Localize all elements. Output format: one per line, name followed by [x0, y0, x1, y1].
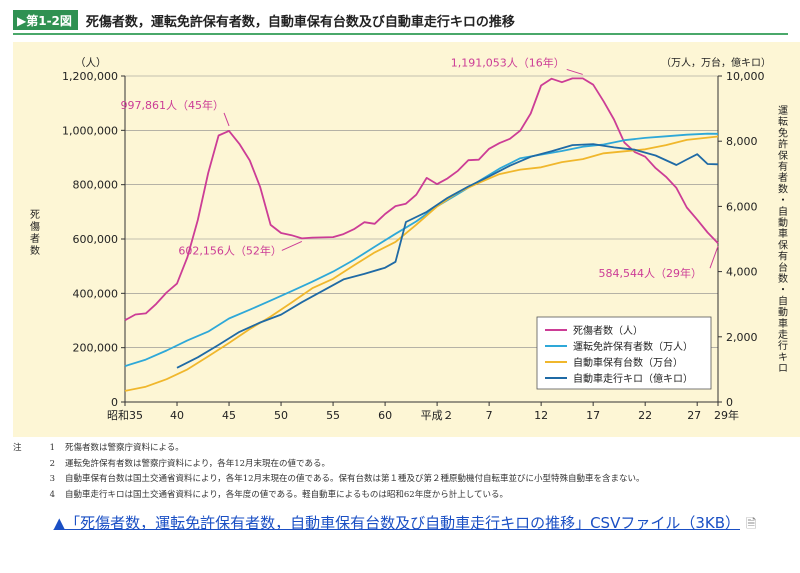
y-tick-label-left: 600,000 — [73, 233, 119, 246]
annotation-leader — [709, 246, 719, 269]
notes-label: 注 — [13, 443, 22, 453]
note-number: 3 — [49, 474, 55, 484]
legend-label: 自動車保有台数（万台） — [573, 356, 683, 369]
note-item: 2 運転免許保有者数は警察庁資料により，各年12月末現在の値である。 — [13, 457, 800, 473]
legend-label: 運転免許保有者数（万人） — [573, 340, 693, 353]
series-line — [124, 77, 719, 321]
y-tick-label-left: 0 — [111, 396, 118, 409]
csv-link-text[interactable]: ▲「死傷者数，運転免許保有者数，自動車保有台数及び自動車走行キロの推移」CSVフ… — [53, 514, 740, 532]
note-number: 2 — [49, 458, 55, 469]
note-text: 自動車走行キロは国土交通省資料により，各年度の値である。軽自動車によるものは昭和… — [65, 489, 508, 500]
x-tick-label: 22 — [638, 409, 652, 422]
x-tick-label: 29年 — [714, 408, 739, 422]
figure-title: 死傷者数，運転免許保有者数，自動車保有台数及び自動車走行キロの推移 — [85, 14, 515, 30]
x-tick-label: 昭和35 — [107, 409, 143, 422]
y-tick-label-left: 1,200,000 — [62, 70, 118, 83]
x-tick-label: 45 — [222, 409, 236, 422]
y-tick-label-left: 200,000 — [73, 342, 119, 355]
y-tick-label-left: 400,000 — [73, 287, 119, 300]
y-axis-title-left: 死傷者数 — [30, 210, 40, 257]
note-item: 4 自動車走行キロは国土交通省資料により，各年度の値である。軽自動車によるものは… — [13, 488, 800, 504]
y-tick-label-right: 6,000 — [726, 200, 758, 213]
note-item: 3 自動車保有台数は国土交通省資料により，各年12月末現在の値である。保有台数は… — [13, 472, 800, 488]
legend-label: 自動車走行キロ（億キロ） — [573, 372, 693, 385]
document-icon: 🗎 — [746, 517, 757, 532]
chart-area: 0 200,000 400,000 600,000 800,000 1,000,000 1,… — [13, 42, 800, 437]
csv-download-link[interactable]: ▲「死傷者数，運転免許保有者数，自動車保有台数及び自動車走行キロの推移」CSVフ… — [20, 510, 790, 538]
y-tick-label-right: 10,000 — [726, 70, 765, 83]
annotation-leader — [566, 68, 583, 75]
x-tick-label: 平成２ — [421, 409, 454, 422]
x-tick-label: 17 — [586, 409, 600, 422]
x-tick-label: 60 — [378, 409, 392, 422]
note-text: 死傷者数は警察庁資料による。 — [65, 443, 184, 453]
legend-label: 死傷者数（人） — [573, 324, 643, 337]
note-number: 4 — [49, 489, 55, 500]
y-tick-label-left: 800,000 — [73, 179, 119, 192]
right-axis-unit: （万人，万台，億キロ） — [661, 56, 771, 69]
note-text: 自動車保有台数は国土交通省資料により，各年12月末現在の値である。保有台数は第１… — [65, 474, 645, 484]
annotation-leader — [223, 112, 230, 127]
annotation-leader — [281, 240, 303, 251]
y-tick-label-right: 4,000 — [726, 266, 758, 279]
note-text: 運転免許保有者数は警察庁資料により，各年12月末現在の値である。 — [65, 458, 330, 469]
x-tick-label: 27 — [687, 409, 701, 422]
series-line — [176, 143, 719, 369]
series-line — [124, 132, 719, 367]
figure-header: ▶第1-2図 死傷者数，運転免許保有者数，自動車保有台数及び自動車走行キロの推移 — [13, 7, 788, 35]
y-tick-label-left: 1,000,000 — [62, 124, 118, 137]
x-tick-label: 50 — [274, 409, 288, 422]
annotation-label: 1,191,053人（16年） — [451, 55, 565, 69]
y-tick-label-right: 8,000 — [726, 135, 758, 148]
y-tick-label-right: 0 — [726, 396, 733, 409]
line-chart: 0 200,000 400,000 600,000 800,000 1,000,000 1,… — [30, 55, 788, 422]
x-tick-label: 40 — [170, 409, 184, 422]
figure-badge: ▶第1-2図 — [13, 10, 78, 30]
note-number: 1 — [49, 443, 55, 453]
notes-section: 注 1 死傷者数は警察庁資料による。 2 運転免許保有者数は警察庁資料により，各… — [13, 441, 800, 503]
annotation-label: 997,861人（45年） — [121, 98, 225, 112]
series-line — [124, 135, 719, 392]
y-axis-title-right: 運転免許保有者数・自動車保有台数・自動車走行キロ — [778, 105, 788, 375]
y-tick-label-right: 2,000 — [726, 331, 758, 344]
left-axis-unit: （人） — [75, 57, 107, 69]
annotation-label: 584,544人（29年） — [599, 266, 703, 280]
note-item: 注 1 死傷者数は警察庁資料による。 — [13, 441, 800, 457]
x-tick-label: 7 — [486, 409, 493, 422]
x-tick-label: 55 — [326, 409, 340, 422]
x-tick-label: 12 — [534, 409, 548, 422]
annotation-label: 602,156人（52年） — [178, 243, 282, 257]
